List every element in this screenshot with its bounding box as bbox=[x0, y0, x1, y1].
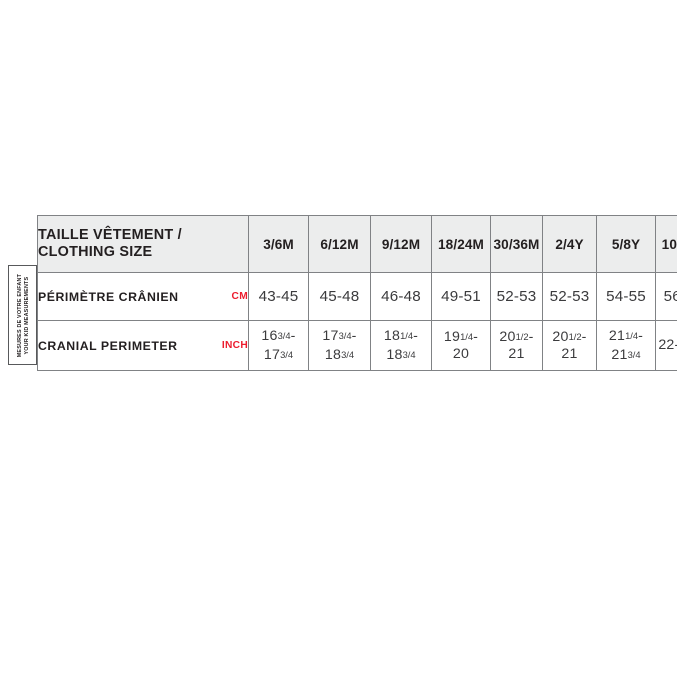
table-cell-inch: 22-221/2 bbox=[655, 320, 677, 371]
table-cell-cm: 49-51 bbox=[431, 272, 491, 321]
inch-value: 201/2- 21 bbox=[552, 329, 587, 363]
table-header: TAILLE VÊTEMENT / CLOTHING SIZE 3/6M 6/1… bbox=[37, 215, 677, 273]
row-label-cm: PÉRIMÈTRE CRÂNIEN CM bbox=[37, 272, 249, 321]
table-row-inch: CRANIAL PERIMETER INCH 163/4- 173/4 173/4… bbox=[37, 320, 677, 371]
table-cell-inch: 191/4- 20 bbox=[431, 320, 491, 371]
side-label-line-fr: MESURES DE VOTRE ENFANT bbox=[16, 274, 23, 358]
inch-value: 22-221/2 bbox=[658, 337, 677, 354]
table-cell-cm: 52-53 bbox=[490, 272, 543, 321]
table-cell-inch: 211/4- 213/4 bbox=[596, 320, 656, 371]
inch-value: 163/4- 173/4 bbox=[261, 328, 296, 363]
size-column-header: 18/24M bbox=[431, 215, 491, 273]
row-label-inch-text: CRANIAL PERIMETER bbox=[38, 338, 178, 353]
row-label-cm-text: PÉRIMÈTRE CRÂNIEN bbox=[38, 289, 179, 304]
table-cell-cm: 46-48 bbox=[370, 272, 432, 321]
size-column-header: 30/36M bbox=[490, 215, 543, 273]
row-label-cm-inner: PÉRIMÈTRE CRÂNIEN CM bbox=[38, 290, 248, 304]
clothing-size-title: TAILLE VÊTEMENT / CLOTHING SIZE bbox=[37, 215, 249, 273]
unit-inch: INCH bbox=[221, 340, 248, 351]
inch-value: 173/4- 183/4 bbox=[322, 328, 357, 363]
unit-cm: CM bbox=[231, 291, 248, 302]
size-column-header: 9/12M bbox=[370, 215, 432, 273]
side-measurement-label-inner: MESURES DE VOTRE ENFANT YOUR KID MEASURE… bbox=[9, 266, 38, 366]
size-column-header: 2/4Y bbox=[542, 215, 597, 273]
table-cell-inch: 201/2- 21 bbox=[542, 320, 597, 371]
side-label-line-en: YOUR KID MEASUREMENTS bbox=[23, 277, 30, 355]
table-body: PÉRIMÈTRE CRÂNIEN CM 43-45 45-48 46-48 4… bbox=[37, 272, 677, 371]
table-cell-cm: 52-53 bbox=[542, 272, 597, 321]
inch-value: 181/4- 183/4 bbox=[383, 328, 419, 363]
table-cell-cm: 43-45 bbox=[248, 272, 309, 321]
size-column-header: 5/8Y bbox=[596, 215, 656, 273]
table-cell-inch: 201/2- 21 bbox=[490, 320, 543, 371]
table-cell-cm: 54-55 bbox=[596, 272, 656, 321]
table-row-cm: PÉRIMÈTRE CRÂNIEN CM 43-45 45-48 46-48 4… bbox=[37, 272, 677, 321]
table-cell-inch: 173/4- 183/4 bbox=[308, 320, 371, 371]
clothing-size-title-fr: TAILLE VÊTEMENT / bbox=[38, 227, 182, 243]
table-cell-inch: 163/4- 173/4 bbox=[248, 320, 309, 371]
clothing-size-title-en: CLOTHING SIZE bbox=[38, 244, 153, 260]
size-column-header: 3/6M bbox=[248, 215, 309, 273]
inch-value: 211/4- 213/4 bbox=[608, 328, 644, 363]
inch-value: 191/4- 20 bbox=[443, 329, 479, 363]
table-cell-inch: 181/4- 183/4 bbox=[370, 320, 432, 371]
header-row: TAILLE VÊTEMENT / CLOTHING SIZE 3/6M 6/1… bbox=[37, 215, 677, 273]
size-column-header: 6/12M bbox=[308, 215, 371, 273]
size-table: TAILLE VÊTEMENT / CLOTHING SIZE 3/6M 6/1… bbox=[37, 215, 677, 371]
side-measurement-label-text: MESURES DE VOTRE ENFANT YOUR KID MEASURE… bbox=[17, 274, 30, 357]
row-label-inch-inner: CRANIAL PERIMETER INCH bbox=[38, 339, 248, 353]
inch-value: 201/2- 21 bbox=[499, 329, 534, 363]
side-measurement-label: MESURES DE VOTRE ENFANT YOUR KID MEASURE… bbox=[8, 265, 37, 365]
table-cell-cm: 45-48 bbox=[308, 272, 371, 321]
size-column-header: 10/14Y bbox=[655, 215, 677, 273]
row-label-inch: CRANIAL PERIMETER INCH bbox=[37, 320, 249, 371]
table-cell-cm: 56-57 bbox=[655, 272, 677, 321]
